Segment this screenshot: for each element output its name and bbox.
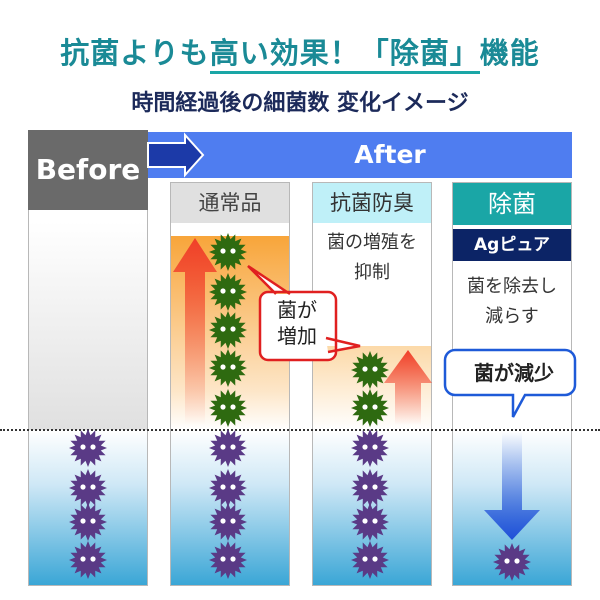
callout-increase (247, 264, 361, 362)
bacteria-purple-icon (69, 541, 107, 579)
header-normal: 通常品 (171, 183, 289, 223)
callout-decrease-text: 菌が減少 (474, 361, 554, 385)
bacteria-purple-icon (69, 469, 107, 507)
subtitle: 時間経過後の細菌数 変化イメージ (131, 91, 469, 116)
before-label: Before (28, 130, 148, 210)
header-sterilize: 除菌 (453, 183, 571, 225)
small-increase-arrow-icon (384, 350, 432, 425)
callout-increase-text: 菌が 増加 (277, 298, 317, 348)
title-part: 機能 (479, 36, 540, 70)
bacteria-purple-icon (69, 429, 107, 467)
bacteria-purple-icon (351, 541, 389, 579)
bacteria-green-icon (209, 349, 247, 387)
after-arrow-icon (147, 132, 205, 178)
bacteria-green-icon (209, 311, 247, 349)
bacteria-green-icon (351, 389, 389, 427)
header-antibacterial: 抗菌防臭 (313, 183, 431, 223)
desc-sterilize: 菌を除去し 減らす (467, 276, 557, 327)
bacteria-purple-icon (209, 469, 247, 507)
bacteria-green-icon (209, 233, 247, 271)
bacteria-green-icon (209, 273, 247, 311)
increase-arrow-icon (173, 238, 217, 425)
agpure-badge: Agピュア (453, 229, 571, 261)
page-title: 抗菌よりも高い効果！「除菌」機能 (0, 30, 600, 74)
bacteria-purple-icon (351, 503, 389, 541)
after-label: After (148, 132, 572, 178)
title-part: 抗菌よりも (60, 36, 210, 70)
title-highlight: 高い効果！「除菌」 (209, 36, 480, 74)
decrease-arrow-icon (484, 432, 540, 540)
bacteria-purple-icon (351, 429, 389, 467)
callout-decrease (443, 348, 577, 418)
bacteria-purple-icon (69, 503, 107, 541)
bacteria-green-icon (351, 351, 389, 389)
bacteria-purple-icon (493, 543, 531, 581)
bacteria-green-icon (209, 389, 247, 427)
bacteria-purple-icon (351, 469, 389, 507)
bacteria-purple-icon (209, 541, 247, 579)
bacteria-purple-icon (209, 429, 247, 467)
time-divider-line (0, 429, 600, 431)
bacteria-purple-icon (209, 503, 247, 541)
desc-antibacterial: 菌の増殖を 抑制 (327, 232, 417, 283)
